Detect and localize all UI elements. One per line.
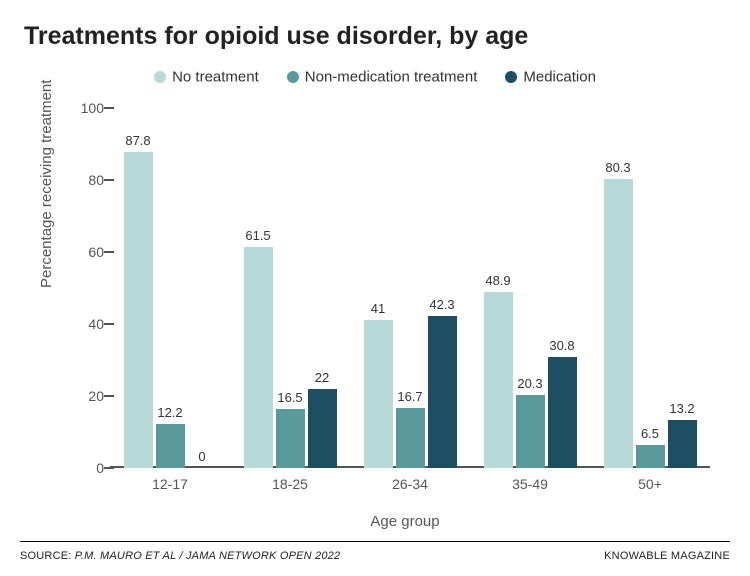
bar-value-label: 13.2: [652, 401, 712, 416]
legend-label: Medication: [523, 69, 596, 86]
category-label: 35-49: [512, 476, 548, 492]
bar: [428, 316, 457, 468]
legend-swatch: [505, 71, 517, 83]
bar: [276, 409, 305, 468]
bar-value-label: 61.5: [228, 228, 288, 243]
legend-label: No treatment: [172, 69, 259, 86]
bar-value-label: 30.8: [532, 338, 592, 353]
publisher: KNOWABLE MAGAZINE: [604, 550, 730, 562]
bar-value-label: 22: [292, 370, 352, 385]
y-tick-mark: [104, 251, 114, 253]
legend-label: Non-medication treatment: [305, 69, 478, 86]
bar-value-label: 87.8: [108, 133, 168, 148]
source-line: SOURCE: P.M. MAURO ET AL / JAMA NETWORK …: [20, 550, 340, 562]
category-label: 26-34: [392, 476, 428, 492]
y-tick-label: 100: [64, 100, 104, 116]
y-tick-mark: [104, 323, 114, 325]
bar-value-label: 42.3: [412, 297, 472, 312]
bar: [244, 247, 273, 468]
bar: [668, 420, 697, 468]
category-labels: 12-17 18-25 26-34 35-49 50+: [110, 468, 710, 498]
y-tick-mark: [104, 395, 114, 397]
x-axis-label: Age group: [0, 513, 750, 530]
y-tick-mark: [104, 179, 114, 181]
bar-value-label: 0: [172, 449, 232, 464]
y-tick-label: 80: [64, 172, 104, 188]
y-tick-label: 20: [64, 388, 104, 404]
chart-frame: Treatments for opioid use disorder, by a…: [0, 0, 750, 576]
source-lead: SOURCE:: [20, 550, 75, 562]
bar: [516, 395, 545, 468]
bar: [308, 389, 337, 468]
y-tick-label: 60: [64, 244, 104, 260]
source-text: P.M. MAURO ET AL / JAMA NETWORK OPEN 202…: [75, 550, 341, 562]
bar: [548, 357, 577, 468]
bar-value-label: 12.2: [140, 405, 200, 420]
legend-item: No treatment: [154, 68, 259, 86]
category-label: 18-25: [272, 476, 308, 492]
category-label: 12-17: [152, 476, 188, 492]
legend-swatch: [287, 71, 299, 83]
category-label: 50+: [638, 476, 662, 492]
bar: [396, 408, 425, 468]
y-tick-label: 0: [64, 460, 104, 476]
bar-value-label: 41: [348, 301, 408, 316]
y-tick-label: 40: [64, 316, 104, 332]
bar-value-label: 80.3: [588, 160, 648, 175]
bar: [124, 152, 153, 468]
chart-title: Treatments for opioid use disorder, by a…: [24, 22, 528, 51]
y-axis-label: Percentage receiving treatment: [38, 80, 55, 288]
bar-value-label: 48.9: [468, 273, 528, 288]
legend-swatch: [154, 71, 166, 83]
plot-area: 02040608010087.812.2061.516.5224116.742.…: [110, 108, 710, 468]
bar: [636, 445, 665, 468]
legend-item: Non-medication treatment: [287, 68, 478, 86]
y-tick-mark: [104, 107, 114, 109]
legend: No treatment Non-medication treatment Medi…: [0, 68, 750, 86]
legend-item: Medication: [505, 68, 596, 86]
footer: SOURCE: P.M. MAURO ET AL / JAMA NETWORK …: [20, 541, 730, 562]
